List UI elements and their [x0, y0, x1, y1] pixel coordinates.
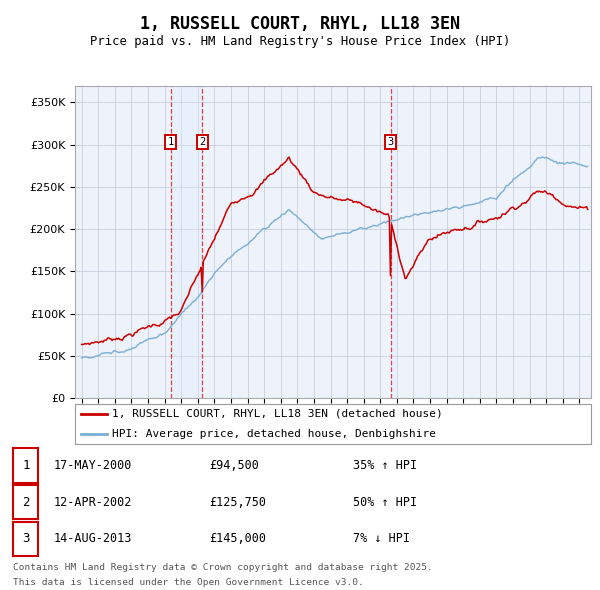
Text: 2: 2: [22, 496, 29, 509]
Text: Contains HM Land Registry data © Crown copyright and database right 2025.: Contains HM Land Registry data © Crown c…: [13, 563, 433, 572]
Text: £125,750: £125,750: [209, 496, 266, 509]
Text: 14-AUG-2013: 14-AUG-2013: [53, 532, 132, 545]
Text: 7% ↓ HPI: 7% ↓ HPI: [353, 532, 410, 545]
Text: £145,000: £145,000: [209, 532, 266, 545]
Text: £94,500: £94,500: [209, 459, 259, 472]
Text: 12-APR-2002: 12-APR-2002: [53, 496, 132, 509]
Text: 3: 3: [388, 137, 394, 147]
Bar: [391, 86, 395, 398]
Text: 50% ↑ HPI: 50% ↑ HPI: [353, 496, 418, 509]
Text: HPI: Average price, detached house, Denbighshire: HPI: Average price, detached house, Denb…: [112, 429, 436, 439]
Text: 1, RUSSELL COURT, RHYL, LL18 3EN (detached house): 1, RUSSELL COURT, RHYL, LL18 3EN (detach…: [112, 409, 443, 418]
Text: Price paid vs. HM Land Registry's House Price Index (HPI): Price paid vs. HM Land Registry's House …: [90, 35, 510, 48]
Text: 35% ↑ HPI: 35% ↑ HPI: [353, 459, 418, 472]
Text: 1: 1: [167, 137, 174, 147]
Text: 1, RUSSELL COURT, RHYL, LL18 3EN: 1, RUSSELL COURT, RHYL, LL18 3EN: [140, 15, 460, 33]
Bar: [171, 86, 202, 398]
Text: 17-MAY-2000: 17-MAY-2000: [53, 459, 132, 472]
Text: This data is licensed under the Open Government Licence v3.0.: This data is licensed under the Open Gov…: [13, 578, 364, 588]
Text: 1: 1: [22, 459, 29, 472]
Text: 2: 2: [199, 137, 205, 147]
Text: 3: 3: [22, 532, 29, 545]
